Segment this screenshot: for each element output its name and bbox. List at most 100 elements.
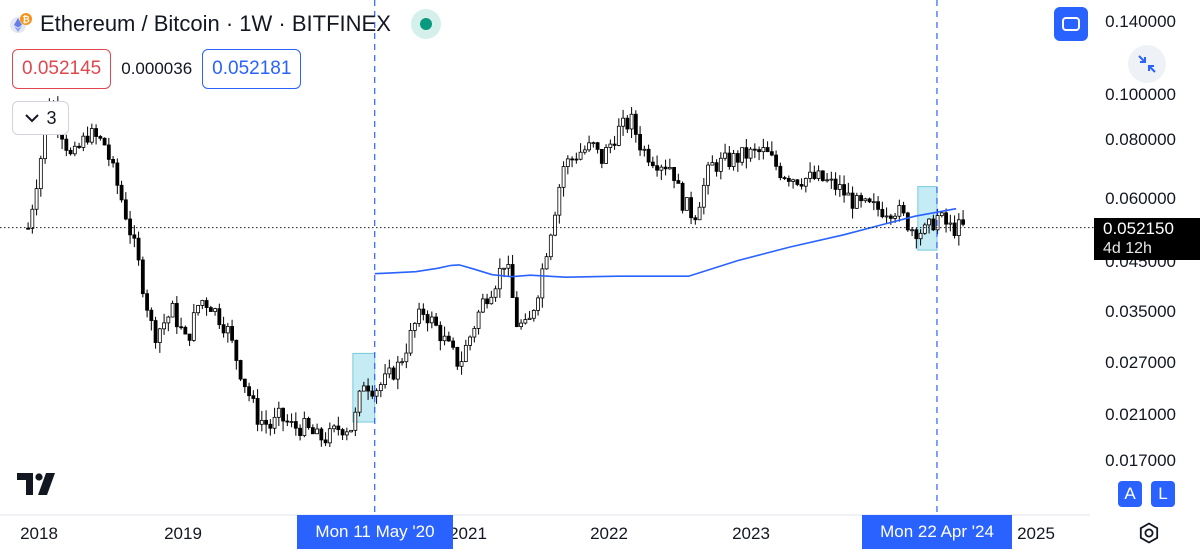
candle (77, 142, 81, 150)
candle (544, 253, 549, 270)
candle (306, 416, 311, 430)
candle-body (400, 361, 404, 364)
candle-body (111, 159, 115, 164)
candle (808, 162, 812, 183)
candle (757, 146, 761, 161)
candle-body (774, 154, 778, 167)
candle (68, 147, 73, 156)
candle (400, 358, 404, 366)
candle-body (289, 421, 294, 423)
candle-body (582, 149, 587, 153)
candle-body (782, 177, 787, 180)
candle-body (404, 352, 409, 363)
candle-body (880, 208, 885, 218)
candle-body (506, 264, 511, 269)
candle-body (412, 322, 417, 331)
candle-body (680, 182, 685, 211)
candle (217, 303, 222, 329)
price-tick-label: 0.021000 (1105, 405, 1176, 424)
candle (727, 146, 732, 170)
candle (905, 211, 910, 232)
candle (81, 132, 86, 152)
candle (723, 143, 727, 161)
candle (514, 291, 519, 328)
candle (944, 208, 948, 233)
candle-body (514, 297, 519, 327)
candle (846, 182, 851, 196)
candle (876, 196, 880, 217)
candle (230, 319, 234, 344)
candle (72, 141, 77, 157)
log-scale-button[interactable]: L (1151, 481, 1175, 507)
candle (344, 427, 349, 441)
candle-body (531, 309, 536, 319)
indicators-toggle-button[interactable]: 3 (12, 101, 69, 135)
candle (880, 201, 885, 219)
candle-body (208, 307, 213, 312)
candle (480, 293, 485, 314)
candle (731, 149, 736, 171)
gear-icon[interactable] (1138, 522, 1160, 544)
candle-body (786, 177, 791, 182)
time-tick-label: 2019 (164, 524, 202, 543)
candle (310, 424, 315, 435)
candle-body (523, 319, 528, 324)
candle (638, 126, 642, 156)
candle-body (939, 212, 944, 216)
candle (455, 346, 460, 370)
candle (859, 192, 863, 208)
auto-scale-button[interactable]: A (1118, 481, 1142, 507)
candle-body (157, 328, 162, 343)
candle (901, 201, 906, 217)
candle-body (217, 308, 222, 326)
candle-body (867, 198, 872, 203)
buy-price-button[interactable]: 0.052181 (202, 49, 302, 89)
last-price-tag: 0.052150 4d 12h (1094, 218, 1200, 260)
chart-title: Ethereum / Bitcoin · 1W · BITFINEX (40, 11, 391, 36)
candle-body (629, 113, 634, 130)
candle-body (595, 142, 600, 150)
candle (570, 156, 574, 168)
candle-body (599, 148, 604, 164)
candle (395, 356, 400, 390)
candle (285, 414, 290, 427)
compress-button[interactable] (1128, 45, 1166, 83)
candle-body (459, 361, 464, 367)
candle-body (825, 179, 829, 182)
candle (302, 411, 307, 438)
candle (867, 197, 872, 204)
candle-body (740, 147, 744, 163)
candle-body (196, 305, 200, 314)
candle (242, 378, 247, 393)
candle-body (302, 418, 307, 436)
candle (34, 179, 39, 216)
candle (468, 335, 472, 351)
candle-body (463, 344, 468, 362)
candle-body (315, 428, 319, 435)
candle-body (230, 326, 234, 341)
market-status-indicator[interactable] (410, 9, 441, 39)
candle (714, 159, 719, 177)
candle-body (812, 171, 817, 179)
candle-body (846, 192, 851, 196)
fullscreen-button[interactable] (1054, 7, 1088, 41)
candle-body (604, 147, 608, 164)
candle (748, 147, 753, 162)
tradingview-logo[interactable] (17, 473, 59, 495)
candle (272, 407, 277, 434)
candle (213, 307, 217, 316)
candle (595, 141, 600, 154)
candle (927, 218, 931, 234)
candle (557, 184, 562, 224)
candle-body (612, 143, 617, 146)
candle-body (136, 237, 141, 261)
candle (38, 155, 43, 197)
candle (561, 161, 566, 197)
candle (94, 124, 98, 145)
candle-body (234, 339, 239, 361)
candle (574, 152, 579, 164)
candle (820, 170, 825, 182)
sell-price-button[interactable]: 0.052145 (12, 49, 112, 89)
time-tick-label: 2025 (1017, 524, 1055, 543)
